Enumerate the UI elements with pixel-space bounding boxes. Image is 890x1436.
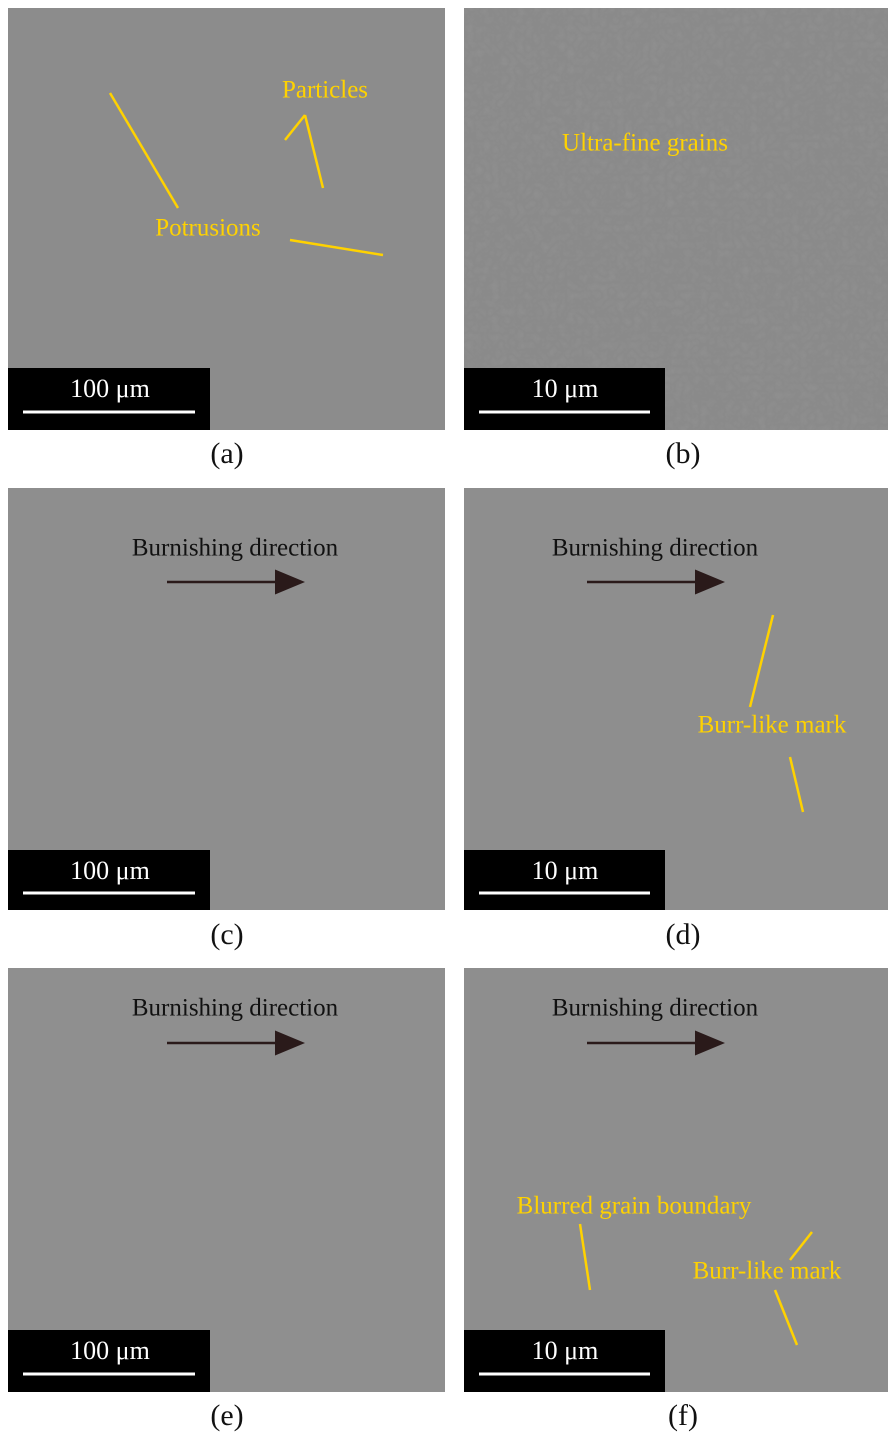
panel-label: (a) [210, 437, 243, 470]
panel-label: (b) [666, 437, 701, 470]
sem-image [8, 968, 445, 1392]
annotation: Burnishing direction [132, 535, 339, 562]
annotation: Blurred grain boundary [517, 1193, 752, 1220]
annotation: Burr-like mark [693, 1258, 842, 1285]
annotation: Ultra-fine grains [562, 130, 728, 157]
scale-bar-label: 100 μm [70, 856, 150, 885]
panel-label: (c) [210, 918, 243, 951]
sem-image [464, 8, 888, 430]
scale-bar-label: 10 μm [532, 374, 599, 403]
annotation: Particles [282, 77, 368, 104]
scale-bar-label: 100 μm [70, 374, 150, 403]
annotation: Burr-like mark [698, 712, 847, 739]
annotation: Potrusions [155, 215, 261, 242]
panel-label: (d) [666, 918, 701, 951]
annotation: Burnishing direction [552, 995, 759, 1022]
scale-bar-label: 10 μm [532, 1336, 599, 1365]
figure: 100 μm 10 μm 100 μm 10 μm 100 μm 10 μm P… [0, 0, 890, 1436]
panel-label: (f) [668, 1399, 698, 1432]
sem-image [464, 968, 888, 1392]
annotation: Burnishing direction [552, 535, 759, 562]
scale-bar-label: 100 μm [70, 1336, 150, 1365]
panel-label: (e) [210, 1399, 243, 1432]
scale-bar-label: 10 μm [532, 856, 599, 885]
annotation: Burnishing direction [132, 995, 339, 1022]
